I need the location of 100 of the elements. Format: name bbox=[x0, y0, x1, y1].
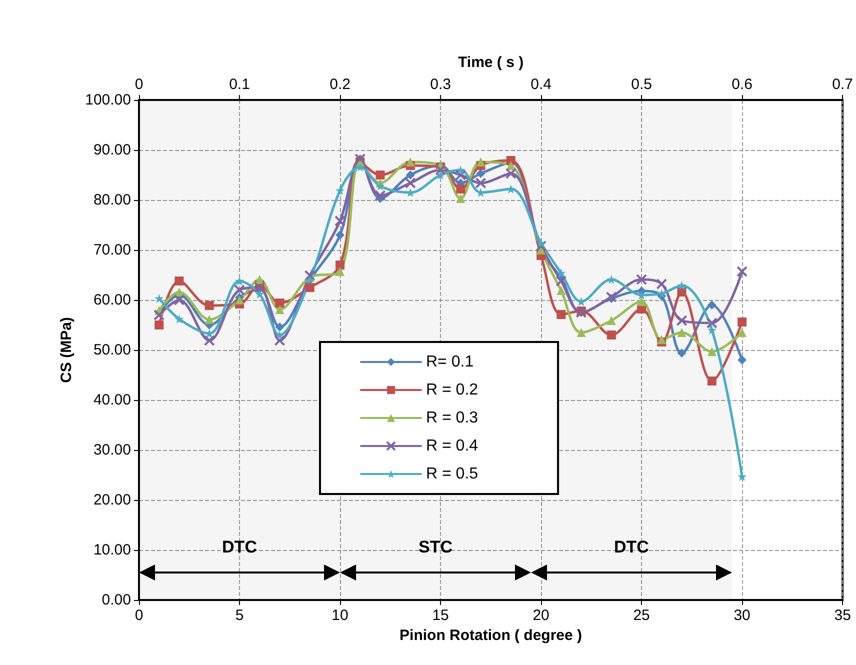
y-tick-label: 80.00 bbox=[93, 192, 131, 208]
point bbox=[476, 169, 486, 178]
point bbox=[254, 282, 266, 293]
band-label: DTC bbox=[222, 538, 257, 556]
x2-tick-label: 0.2 bbox=[330, 76, 350, 93]
point bbox=[677, 348, 686, 358]
point bbox=[677, 328, 686, 337]
point bbox=[576, 328, 586, 337]
y-tick-label: 60.00 bbox=[93, 292, 131, 308]
x2-tick-label: 0.1 bbox=[229, 76, 250, 93]
point bbox=[637, 297, 646, 306]
point bbox=[606, 330, 616, 340]
point bbox=[556, 286, 566, 295]
x-axis-title: Pinion Rotation ( degree ) bbox=[400, 627, 582, 644]
point bbox=[304, 270, 316, 281]
point bbox=[707, 326, 716, 334]
point bbox=[154, 294, 164, 303]
point bbox=[456, 166, 466, 174]
y-tick-label: 50.00 bbox=[93, 342, 131, 358]
point bbox=[204, 335, 215, 346]
point bbox=[636, 274, 648, 285]
y-tick-label: 10.00 bbox=[93, 542, 131, 558]
point bbox=[305, 283, 314, 292]
legend-label: R = 0.3 bbox=[426, 410, 478, 426]
point bbox=[435, 164, 446, 176]
point bbox=[376, 182, 385, 190]
y-tick-label: 30.00 bbox=[93, 442, 131, 458]
point bbox=[275, 305, 284, 314]
x2-tick-label: 0.4 bbox=[530, 76, 552, 93]
point bbox=[406, 158, 415, 166]
point bbox=[404, 178, 416, 188]
point bbox=[455, 170, 466, 180]
point bbox=[376, 170, 385, 180]
point bbox=[336, 267, 345, 276]
point bbox=[606, 292, 617, 302]
x-tick-label: 25 bbox=[633, 607, 650, 624]
x-tick-label: 30 bbox=[734, 607, 750, 624]
point bbox=[657, 335, 666, 344]
point bbox=[736, 266, 748, 277]
point bbox=[204, 301, 214, 310]
point bbox=[606, 275, 616, 284]
x-tick-label: 10 bbox=[332, 607, 348, 624]
point bbox=[356, 162, 365, 172]
point bbox=[275, 322, 284, 332]
point bbox=[556, 268, 566, 278]
point bbox=[275, 298, 284, 308]
y-axis-title: CS (MPa) bbox=[58, 317, 76, 383]
point bbox=[476, 158, 486, 166]
point bbox=[506, 184, 516, 194]
y-tick-label: 100.00 bbox=[85, 92, 131, 108]
point bbox=[436, 170, 446, 180]
point bbox=[677, 288, 686, 296]
point bbox=[656, 278, 668, 290]
legend-label: R = 0.2 bbox=[426, 382, 478, 398]
y-tick-label: 0.00 bbox=[102, 592, 131, 608]
y-tick-label: 40.00 bbox=[93, 392, 131, 408]
point bbox=[336, 186, 345, 195]
point bbox=[475, 178, 486, 188]
point bbox=[606, 316, 616, 325]
point bbox=[456, 184, 466, 194]
point bbox=[707, 300, 716, 310]
point bbox=[707, 376, 716, 386]
point bbox=[336, 230, 345, 240]
point bbox=[235, 296, 244, 304]
point bbox=[235, 276, 244, 286]
point bbox=[406, 170, 415, 180]
band-label: DTC bbox=[614, 538, 649, 556]
x2-axis-title: Time ( s ) bbox=[458, 54, 524, 71]
point bbox=[456, 194, 466, 203]
legend-label: R = 0.4 bbox=[426, 438, 478, 454]
point bbox=[536, 240, 547, 252]
point bbox=[334, 216, 346, 226]
point bbox=[707, 347, 716, 356]
band-label: STC bbox=[418, 538, 453, 556]
point bbox=[336, 260, 345, 270]
x-tick-label: 0 bbox=[134, 607, 144, 624]
y-tick-label: 20.00 bbox=[93, 492, 131, 508]
point bbox=[274, 335, 286, 346]
x2-tick-label: 0.7 bbox=[832, 76, 854, 93]
point bbox=[706, 318, 718, 328]
point bbox=[738, 356, 747, 364]
point bbox=[174, 314, 184, 324]
x2-tick-label: 0.6 bbox=[732, 76, 752, 93]
point bbox=[374, 190, 386, 201]
x2-tick-label: 0.5 bbox=[631, 76, 652, 93]
point bbox=[174, 276, 184, 286]
point bbox=[536, 238, 546, 248]
x-tick-label: 15 bbox=[432, 607, 449, 624]
x-tick-label: 35 bbox=[834, 607, 851, 624]
point bbox=[677, 281, 686, 290]
point bbox=[505, 168, 516, 179]
y-tick-label: 90.00 bbox=[93, 142, 131, 158]
point bbox=[154, 320, 164, 330]
point bbox=[556, 276, 567, 286]
point bbox=[676, 315, 688, 326]
y-tick-label: 70.00 bbox=[93, 242, 131, 258]
point bbox=[154, 310, 165, 320]
x-tick-label: 20 bbox=[532, 607, 550, 624]
point bbox=[174, 294, 185, 306]
point bbox=[255, 290, 264, 298]
